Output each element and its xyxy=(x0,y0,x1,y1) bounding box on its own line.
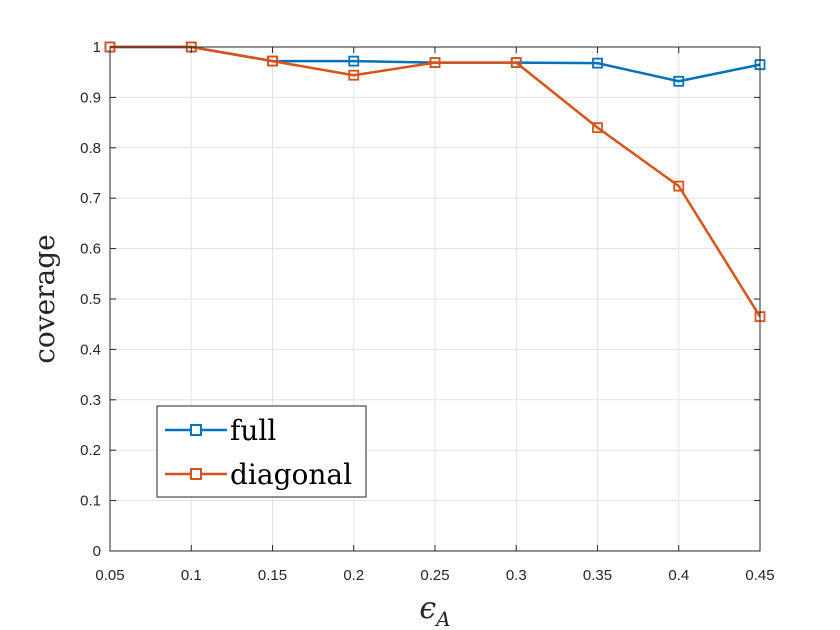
x-tick-label: 0.2 xyxy=(343,567,364,584)
x-axis-label-subscript: A xyxy=(434,607,450,630)
data-point-full xyxy=(673,75,685,87)
legend-entry-full: full xyxy=(165,414,276,447)
data-point-full xyxy=(592,57,603,69)
data-point-diagonal xyxy=(510,57,522,69)
y-tick-label: 0 xyxy=(93,543,101,560)
y-tick-label: 0.3 xyxy=(80,392,101,409)
axis-ticks xyxy=(109,46,761,552)
y-tick-label: 0.5 xyxy=(80,291,101,308)
data-point-diagonal xyxy=(267,55,278,67)
legend-swatch-marker xyxy=(190,424,202,436)
legend: full diagonal xyxy=(156,405,367,498)
y-tick-label: 1 xyxy=(93,39,101,56)
y-axis-label: coverage xyxy=(28,234,61,364)
legend-label-full: full xyxy=(230,414,276,447)
y-tick-label: 0.7 xyxy=(80,190,101,207)
legend-box xyxy=(156,405,367,498)
y-tick-label: 0.2 xyxy=(80,442,101,459)
x-tick-label: 0.45 xyxy=(745,567,774,584)
x-tick-label: 0.3 xyxy=(506,567,527,584)
x-tick-label: 0.25 xyxy=(420,567,449,584)
x-axis-label-symbol: ϵ xyxy=(419,591,436,626)
data-point-diagonal xyxy=(592,122,603,134)
y-tick-label: 0.1 xyxy=(80,493,101,510)
data-point-full xyxy=(348,55,360,67)
series-line-diagonal xyxy=(110,45,762,318)
x-tick-label: 0.4 xyxy=(668,567,689,584)
x-tick-label: 0.35 xyxy=(583,567,612,584)
legend-swatch-marker xyxy=(190,468,202,480)
axis-tick-labels: 0.05 0.1 0.15 0.2 0.25 0.3 0.35 0.4 0.45 0 0.1 0.2 0… xyxy=(80,39,774,584)
legend-label-diagonal: diagonal xyxy=(230,458,352,491)
x-tick-label: 0.1 xyxy=(181,567,202,584)
y-tick-label: 0.6 xyxy=(80,241,101,258)
x-tick-label: 0.15 xyxy=(258,567,287,584)
x-axis-label: ϵA xyxy=(419,591,450,630)
data-point-diagonal xyxy=(673,180,685,192)
legend-entry-diagonal: diagonal xyxy=(165,458,352,491)
data-point-diagonal xyxy=(348,69,360,81)
y-tick-label: 0.9 xyxy=(80,89,101,106)
x-tick-label: 0.05 xyxy=(95,567,124,584)
y-tick-label: 0.8 xyxy=(80,140,101,157)
y-tick-label: 0.4 xyxy=(80,341,101,358)
data-point-diagonal xyxy=(429,57,441,69)
